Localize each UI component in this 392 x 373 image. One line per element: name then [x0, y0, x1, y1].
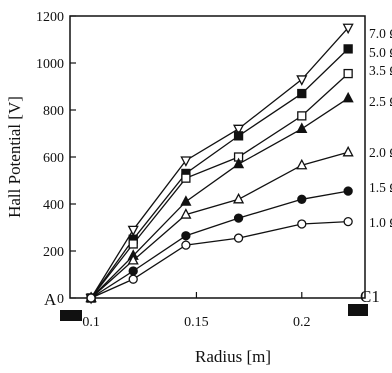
series-label: 1.5 Ω — [369, 180, 392, 195]
y-axis-ticks: 0 200 400 600 800 1000 1200 — [36, 10, 76, 307]
y-tick-label: 1200 — [36, 10, 64, 25]
y-tick-label: 800 — [43, 104, 64, 119]
series-line — [90, 190, 349, 299]
series-label: 1.0 Ω — [369, 215, 392, 230]
series-label: 7.0 Ω — [369, 26, 392, 41]
x-tick-label: 0.15 — [184, 315, 209, 330]
corner-label-a: A — [44, 290, 57, 309]
data-point — [343, 68, 353, 79]
data-point — [342, 23, 354, 35]
series-label: 2.5 Ω — [369, 94, 392, 109]
data-point — [181, 173, 191, 183]
data-point — [232, 157, 245, 169]
data-point — [296, 75, 308, 86]
data-point — [343, 216, 353, 227]
series-label: 5.0 Ω — [369, 45, 392, 60]
y-tick-label: 200 — [43, 245, 64, 260]
series-line — [90, 151, 349, 299]
x-axis-ticks: 0.1 0.15 0.2 — [82, 292, 311, 330]
data-point — [297, 219, 307, 229]
data-point — [296, 158, 308, 170]
data-point — [343, 44, 353, 54]
series-line — [90, 220, 349, 299]
data-point — [297, 88, 307, 99]
data-point — [296, 122, 308, 133]
data-point — [232, 192, 245, 204]
data-point — [233, 213, 244, 223]
y-tick-label: 0 — [57, 292, 64, 307]
corner-label-c1: C1 — [360, 287, 380, 306]
y-tick-label: 400 — [43, 198, 64, 213]
data-point — [233, 233, 244, 243]
electrode-block-a — [60, 310, 82, 321]
data-point — [127, 254, 139, 265]
data-point — [180, 156, 192, 167]
x-tick-label: 0.2 — [293, 315, 311, 330]
data-point — [181, 231, 191, 241]
y-tick-label: 600 — [43, 151, 64, 166]
data-point — [342, 91, 354, 103]
data-point — [86, 293, 96, 303]
data-point — [233, 131, 244, 141]
y-tick-label: 1000 — [36, 57, 64, 72]
data-point — [128, 266, 138, 276]
series-labels: 7.0 Ω 5.0 Ω 3.5 Ω 2.5 Ω 2.0 Ω 1.5 Ω 1.0 Ω — [369, 26, 392, 230]
x-axis-label: Radius [m] — [195, 347, 271, 366]
data-point — [128, 274, 138, 284]
series-6 — [86, 216, 353, 303]
series-1 — [86, 44, 353, 303]
series-line — [90, 97, 349, 299]
data-point — [232, 124, 245, 136]
data-point — [180, 208, 192, 219]
data-point — [180, 195, 192, 206]
series-line — [90, 48, 349, 299]
y-axis-label: Hall Potential [V] — [5, 96, 24, 218]
series-line — [90, 73, 349, 299]
series-layer — [85, 23, 354, 305]
data-point — [127, 225, 139, 237]
data-point — [181, 240, 191, 250]
data-point — [343, 186, 353, 196]
series-2 — [86, 68, 353, 303]
data-point — [297, 111, 307, 121]
data-point — [128, 239, 138, 249]
data-point — [342, 145, 354, 157]
x-tick-label: 0.1 — [82, 315, 100, 330]
electrode-block-c1 — [348, 304, 368, 316]
data-point — [297, 194, 307, 204]
series-0 — [85, 23, 354, 305]
series-line — [90, 27, 349, 299]
series-label: 3.5 Ω — [369, 63, 392, 78]
series-label: 2.0 Ω — [369, 145, 392, 160]
